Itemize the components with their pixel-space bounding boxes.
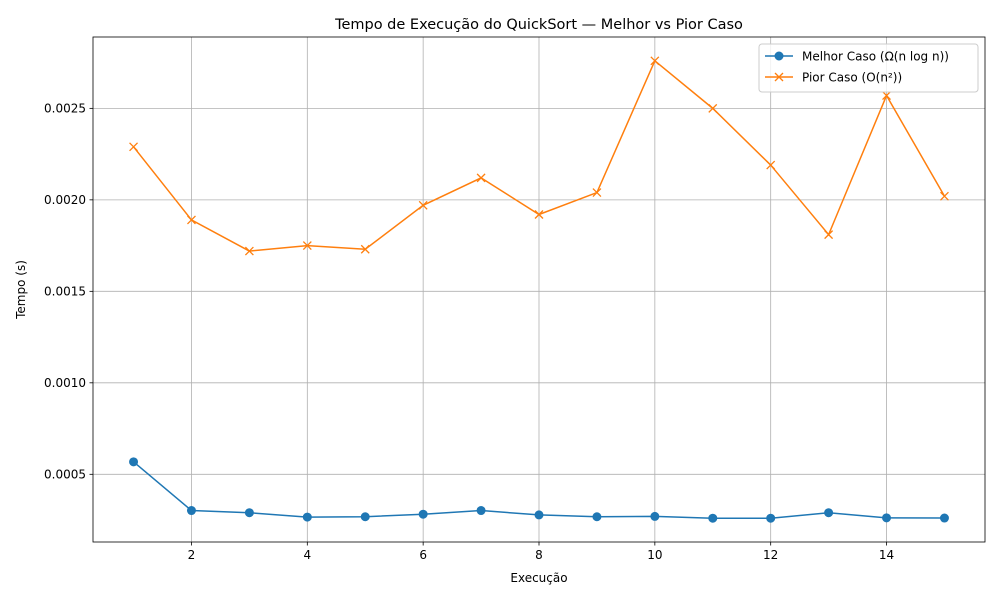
data-point bbox=[129, 142, 139, 152]
x-tick-label: 12 bbox=[763, 548, 778, 562]
x-tick-label: 4 bbox=[303, 548, 311, 562]
x-tick-label: 8 bbox=[535, 548, 543, 562]
series-pior-caso bbox=[129, 56, 949, 256]
data-point bbox=[476, 173, 486, 183]
x-tick-label: 14 bbox=[879, 548, 894, 562]
legend-box bbox=[758, 43, 979, 93]
data-point bbox=[302, 512, 312, 522]
data-point bbox=[534, 510, 544, 520]
chart-title: Tempo de Execução do QuickSort — Melhor … bbox=[334, 17, 743, 33]
y-tick-label: 0.0025 bbox=[44, 101, 86, 115]
data-point bbox=[939, 513, 949, 523]
data-point bbox=[360, 244, 370, 254]
series-melhor-caso bbox=[129, 457, 949, 523]
data-point bbox=[939, 191, 949, 201]
data-point bbox=[534, 210, 544, 219]
data-point bbox=[824, 230, 834, 240]
data-point bbox=[708, 103, 718, 113]
legend: Melhor Caso (Ω(n log n)) Pior Caso (O(n²)… bbox=[758, 43, 979, 93]
y-axis-ticks: 0.0005 0.0010 0.0015 0.0020 0.0025 bbox=[44, 101, 93, 481]
data-point bbox=[592, 188, 602, 197]
y-tick-label: 0.0020 bbox=[44, 193, 86, 207]
data-point bbox=[360, 512, 370, 522]
data-point bbox=[650, 511, 660, 521]
x-tick-label: 6 bbox=[419, 548, 427, 562]
data-point bbox=[418, 200, 428, 210]
data-point bbox=[824, 508, 834, 518]
data-point bbox=[244, 508, 254, 518]
x-tick-label: 2 bbox=[188, 548, 196, 562]
data-point bbox=[882, 513, 892, 523]
legend-marker bbox=[774, 72, 784, 82]
data-point bbox=[418, 509, 428, 519]
legend-entry: Pior Caso (O(n²)) bbox=[765, 71, 902, 85]
data-point bbox=[592, 512, 602, 522]
data-point bbox=[882, 91, 891, 101]
data-point bbox=[186, 506, 196, 516]
y-tick-label: 0.0005 bbox=[44, 467, 86, 481]
data-point bbox=[766, 160, 776, 170]
legend-marker bbox=[774, 51, 784, 61]
x-axis-ticks: 2 4 6 8 10 12 14 bbox=[188, 542, 894, 562]
data-point bbox=[244, 246, 254, 256]
gridlines bbox=[93, 37, 985, 542]
data-point bbox=[650, 56, 660, 66]
x-axis-title: Execução bbox=[510, 571, 567, 585]
y-tick-label: 0.0015 bbox=[44, 284, 86, 298]
data-point bbox=[187, 215, 196, 225]
y-tick-label: 0.0010 bbox=[44, 376, 86, 390]
series-layer bbox=[129, 56, 949, 523]
data-point bbox=[302, 241, 312, 251]
y-axis-title: Tempo (s) bbox=[14, 260, 28, 320]
data-point bbox=[129, 457, 139, 467]
legend-label: Melhor Caso (Ω(n log n)) bbox=[802, 50, 949, 64]
data-point bbox=[708, 513, 718, 523]
data-point bbox=[766, 513, 776, 523]
x-tick-label: 10 bbox=[647, 548, 662, 562]
legend-label: Pior Caso (O(n²)) bbox=[802, 71, 902, 85]
data-point bbox=[476, 506, 486, 516]
legend-entry: Melhor Caso (Ω(n log n)) bbox=[765, 50, 949, 64]
